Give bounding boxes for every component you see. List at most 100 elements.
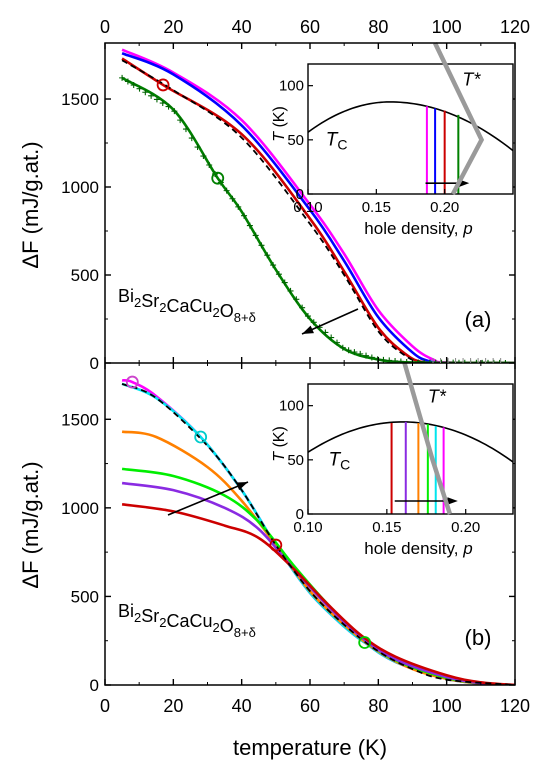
doping-arrow-head — [236, 482, 248, 491]
inset-y-label: T (K) — [271, 426, 288, 462]
x-tick-label-top: 80 — [368, 17, 388, 37]
plus-marker — [182, 126, 189, 133]
inset-y-tick-label: 100 — [279, 398, 304, 415]
panel-label: (b) — [465, 625, 492, 650]
y-tick-label: 0 — [90, 354, 99, 373]
plus-marker — [322, 329, 329, 336]
plus-marker — [403, 358, 410, 363]
circle-marker — [358, 636, 372, 649]
plus-marker — [287, 287, 294, 294]
x-tick-label-bottom: 0 — [100, 696, 110, 716]
circle-marker — [194, 430, 208, 444]
plus-marker — [351, 349, 358, 356]
plus-marker — [142, 89, 149, 96]
plus-marker — [264, 252, 271, 259]
plus-marker — [200, 153, 207, 160]
inset-x-tick-label: 0.10 — [293, 199, 322, 216]
plus-marker — [333, 339, 340, 346]
plus-marker — [368, 354, 375, 361]
inset-x-tick-label: 0.15 — [372, 519, 401, 536]
plus-marker — [275, 271, 282, 278]
plus-marker — [194, 144, 201, 151]
inset: 0.10 0.15 0.20 0 50 100 hole density, p T (K) TC — [271, 383, 514, 558]
x-tick-label-bottom: 100 — [432, 696, 462, 716]
inset-y-tick-label: 50 — [287, 132, 304, 149]
tc-dome — [308, 101, 513, 152]
plus-marker — [299, 304, 306, 311]
tstar-line — [402, 362, 453, 515]
inset-y-label: T (K) — [271, 106, 288, 142]
plus-marker — [119, 74, 126, 81]
x-tick-label-top: 0 — [100, 17, 110, 37]
inset-y-tick-label: 0 — [296, 186, 304, 203]
circle-marker — [125, 375, 139, 389]
inset-x-label: hole density, p — [364, 539, 472, 558]
plus-marker — [304, 313, 311, 320]
x-tick-label-top: 120 — [500, 17, 530, 37]
plus-marker — [148, 92, 155, 99]
y-tick-label: 1000 — [61, 499, 99, 518]
inset-y-tick-label: 100 — [279, 78, 304, 95]
plus-marker — [159, 100, 166, 107]
x-tick-label-bottom: 20 — [163, 696, 183, 716]
plus-marker — [241, 212, 248, 219]
inset-plot — [308, 101, 513, 194]
tstar-line — [432, 42, 485, 196]
x-tick-label-bottom: 120 — [500, 696, 530, 716]
plus-marker — [281, 279, 288, 286]
panel-label: (a) — [465, 307, 492, 332]
inset-background — [308, 384, 513, 514]
y-axis-label: ΔF (mJ/g.at.) — [18, 461, 43, 588]
inset-plot — [308, 421, 513, 514]
plus-marker — [153, 96, 160, 103]
inset-x-label: hole density, p — [364, 219, 472, 238]
inset-y-tick-label: 50 — [287, 452, 304, 469]
circle-marker — [269, 538, 283, 552]
inset-x-tick-label: 0.20 — [430, 199, 459, 216]
plus-marker — [357, 350, 364, 357]
x-tick-label-top: 20 — [163, 17, 183, 37]
circle-marker — [156, 78, 170, 92]
plus-marker — [252, 232, 259, 239]
inset-frame — [307, 63, 514, 195]
plus-marker — [206, 162, 213, 168]
x-tick-label-top: 60 — [300, 17, 320, 37]
plus-marker — [345, 347, 352, 354]
tc-dome — [308, 421, 513, 463]
inset-arrow-head — [447, 497, 458, 505]
plus-marker — [223, 187, 230, 194]
tstar-label: T* — [462, 70, 481, 90]
plus-marker — [235, 203, 242, 210]
x-tick-label-bottom: 80 — [368, 696, 388, 716]
series-line-6 — [121, 383, 515, 685]
x-tick-label-bottom: 60 — [300, 696, 320, 716]
inset-x-tick-label: 0.20 — [451, 519, 480, 536]
series-line-4 — [121, 76, 515, 363]
plus-marker — [130, 82, 137, 89]
inset-y-tick-label: 0 — [296, 506, 304, 523]
plus-marker — [229, 195, 236, 202]
plus-marker — [363, 352, 370, 359]
doping-arrow-head — [302, 325, 314, 334]
tc-label: TC — [326, 129, 348, 152]
plus-marker — [124, 78, 131, 85]
tc-label: TC — [329, 449, 351, 472]
plus-marker — [188, 135, 195, 142]
plus-marker — [339, 344, 346, 351]
series-line-5 — [121, 503, 515, 685]
y-tick-label: 1500 — [61, 410, 99, 429]
x-axis-label: temperature (K) — [233, 735, 387, 760]
plus-marker — [165, 103, 172, 110]
compound-label: Bi2Sr2CaCu2O8+δ — [118, 601, 256, 640]
plus-marker — [177, 117, 184, 124]
plus-marker — [380, 356, 387, 363]
y-tick-label: 1000 — [61, 178, 99, 197]
y-tick-label: 0 — [90, 676, 99, 695]
frame: T* T* 0 0 20 20 40 40 60 60 80 80 100 100 120 120 — [100, 17, 530, 716]
x-tick-label-top: 100 — [432, 17, 462, 37]
plus-marker — [246, 222, 253, 229]
inset-x-tick-label: 0.10 — [293, 519, 322, 536]
